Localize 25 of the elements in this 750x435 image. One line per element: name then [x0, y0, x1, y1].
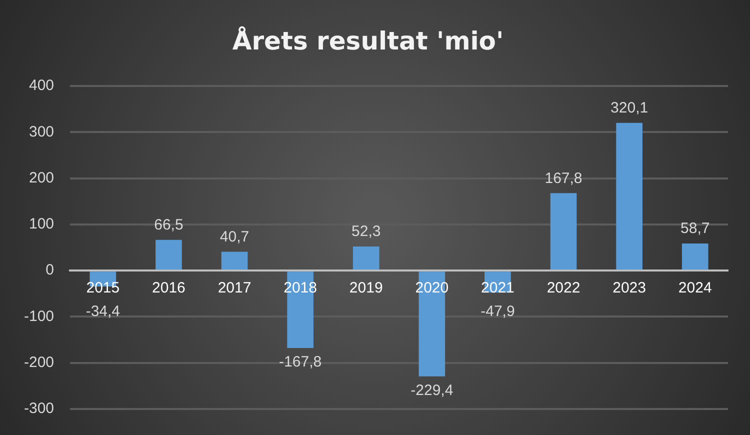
data-label: -34,4: [86, 303, 120, 320]
data-label: -167,8: [279, 354, 322, 371]
y-tick-label: 300: [28, 123, 54, 140]
data-label: 58,7: [680, 220, 710, 238]
data-label: 66,5: [154, 216, 184, 234]
x-tick-label: 2017: [218, 280, 252, 297]
x-tick-label: 2019: [349, 280, 383, 297]
x-tick-label: 2022: [546, 280, 580, 297]
data-label: -229,4: [410, 382, 454, 400]
x-tick-label: 2023: [612, 280, 646, 297]
data-label: 320,1: [610, 100, 648, 117]
y-tick-label: -100: [24, 308, 54, 325]
chart-title: Årets resultat 'mio': [232, 26, 504, 56]
x-tick-label: 2024: [678, 280, 712, 297]
y-tick-label: 100: [28, 216, 54, 233]
x-tick-label: 2016: [152, 280, 186, 297]
data-label: 167,8: [544, 170, 582, 187]
y-tick-label: 400: [28, 77, 54, 94]
y-tick-label: 200: [28, 169, 54, 186]
y-tick-label: -200: [24, 354, 54, 371]
data-label: 52,3: [352, 223, 381, 240]
data-label: 40,7: [220, 228, 250, 246]
data-label: -47,9: [480, 303, 515, 320]
y-tick-label: -300: [24, 400, 54, 418]
y-tick-label: 0: [46, 262, 54, 279]
